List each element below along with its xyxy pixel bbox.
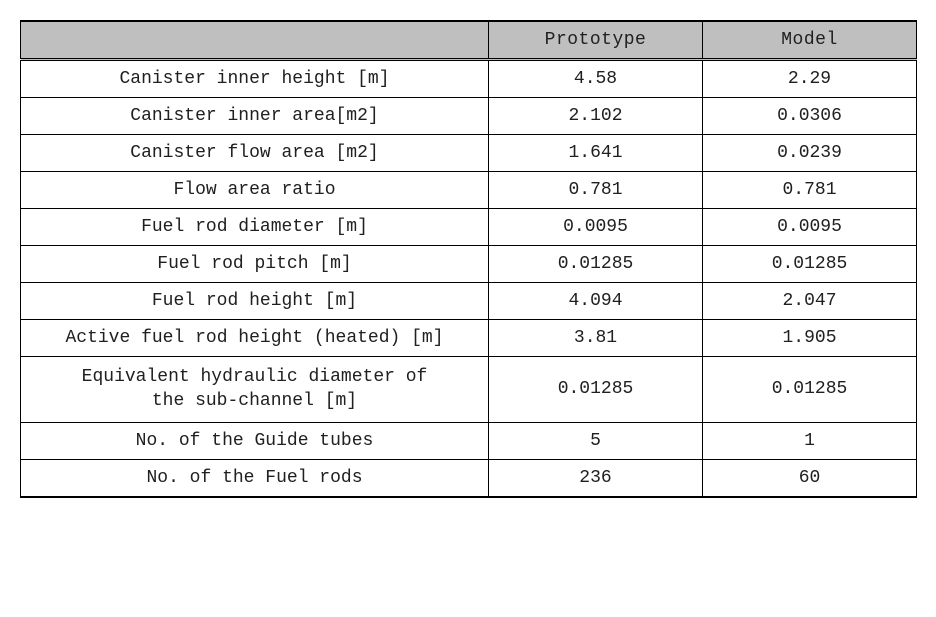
row-model: 2.047 (703, 283, 917, 320)
row-prototype: 3.81 (489, 320, 703, 357)
row-prototype: 5 (489, 422, 703, 459)
row-prototype: 4.094 (489, 283, 703, 320)
table-row: Flow area ratio0.7810.781 (21, 172, 917, 209)
row-prototype: 0.781 (489, 172, 703, 209)
table-row: Fuel rod diameter [m]0.00950.0095 (21, 209, 917, 246)
row-model: 0.0306 (703, 98, 917, 135)
row-label: Flow area ratio (21, 172, 489, 209)
header-model: Model (703, 21, 917, 60)
row-prototype: 0.01285 (489, 246, 703, 283)
row-model: 0.0239 (703, 135, 917, 172)
row-model: 0.781 (703, 172, 917, 209)
row-prototype: 0.01285 (489, 357, 703, 423)
row-prototype: 1.641 (489, 135, 703, 172)
row-label: Equivalent hydraulic diameter ofthe sub-… (21, 357, 489, 423)
row-model: 2.29 (703, 60, 917, 98)
table-row: Fuel rod height [m]4.0942.047 (21, 283, 917, 320)
row-model: 0.01285 (703, 357, 917, 423)
table-row: Equivalent hydraulic diameter ofthe sub-… (21, 357, 917, 423)
row-label: No. of the Guide tubes (21, 422, 489, 459)
row-prototype: 2.102 (489, 98, 703, 135)
header-prototype: Prototype (489, 21, 703, 60)
row-model: 0.0095 (703, 209, 917, 246)
header-blank (21, 21, 489, 60)
row-label: Fuel rod pitch [m] (21, 246, 489, 283)
row-prototype: 0.0095 (489, 209, 703, 246)
row-label: Fuel rod diameter [m] (21, 209, 489, 246)
row-model: 1.905 (703, 320, 917, 357)
row-model: 1 (703, 422, 917, 459)
table-row: No. of the Fuel rods23660 (21, 459, 917, 497)
spec-table-body: Canister inner height [m]4.582.29Caniste… (21, 60, 917, 497)
row-label: Canister inner area[m2] (21, 98, 489, 135)
table-row: Canister flow area [m2]1.6410.0239 (21, 135, 917, 172)
spec-table: Prototype Model Canister inner height [m… (20, 20, 917, 498)
row-label: Canister inner height [m] (21, 60, 489, 98)
table-row: Active fuel rod height (heated) [m]3.811… (21, 320, 917, 357)
row-label: No. of the Fuel rods (21, 459, 489, 497)
table-row: Fuel rod pitch [m]0.012850.01285 (21, 246, 917, 283)
row-model: 60 (703, 459, 917, 497)
table-row: No. of the Guide tubes51 (21, 422, 917, 459)
row-model: 0.01285 (703, 246, 917, 283)
table-row: Canister inner area[m2]2.1020.0306 (21, 98, 917, 135)
row-label: Canister flow area [m2] (21, 135, 489, 172)
row-prototype: 236 (489, 459, 703, 497)
table-row: Canister inner height [m]4.582.29 (21, 60, 917, 98)
row-prototype: 4.58 (489, 60, 703, 98)
header-row: Prototype Model (21, 21, 917, 60)
row-label: Active fuel rod height (heated) [m] (21, 320, 489, 357)
row-label: Fuel rod height [m] (21, 283, 489, 320)
